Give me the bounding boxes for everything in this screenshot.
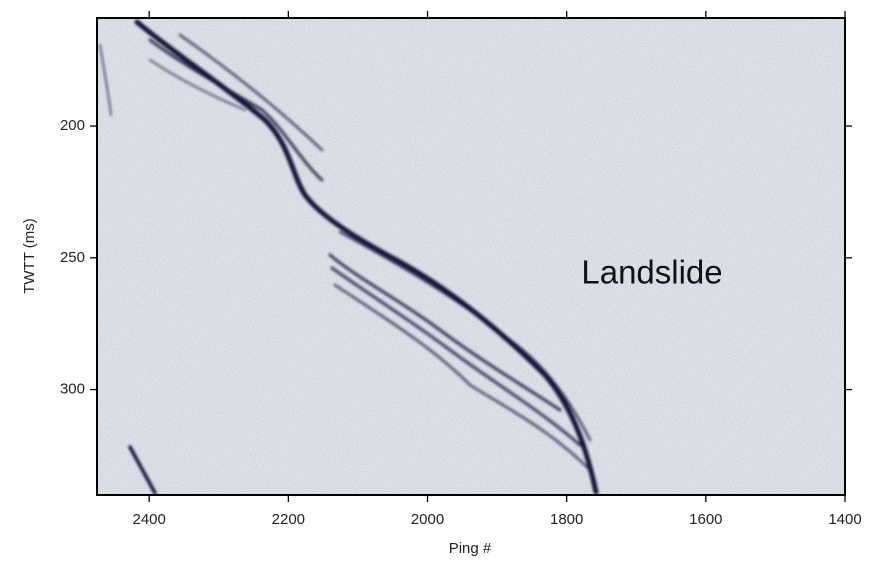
x-tick-label: 2400	[132, 511, 165, 528]
x-tick-label: 1600	[689, 511, 722, 528]
y-tick-label: 300	[60, 381, 85, 398]
x-tick-label: 2200	[272, 511, 305, 528]
plot-image	[97, 18, 845, 495]
x-tick-label: 1800	[550, 511, 583, 528]
x-tick-label: 2000	[411, 511, 444, 528]
y-tick-label: 250	[60, 249, 85, 266]
y-axis-label: TWTT (ms)	[21, 218, 38, 294]
x-tick-label: 1400	[828, 511, 861, 528]
annotation: Landslide	[581, 254, 722, 291]
reflectors	[99, 19, 599, 495]
y-tick-label: 200	[60, 117, 85, 134]
plot-frame	[96, 17, 846, 496]
x-axis-label: Ping #	[449, 540, 492, 557]
